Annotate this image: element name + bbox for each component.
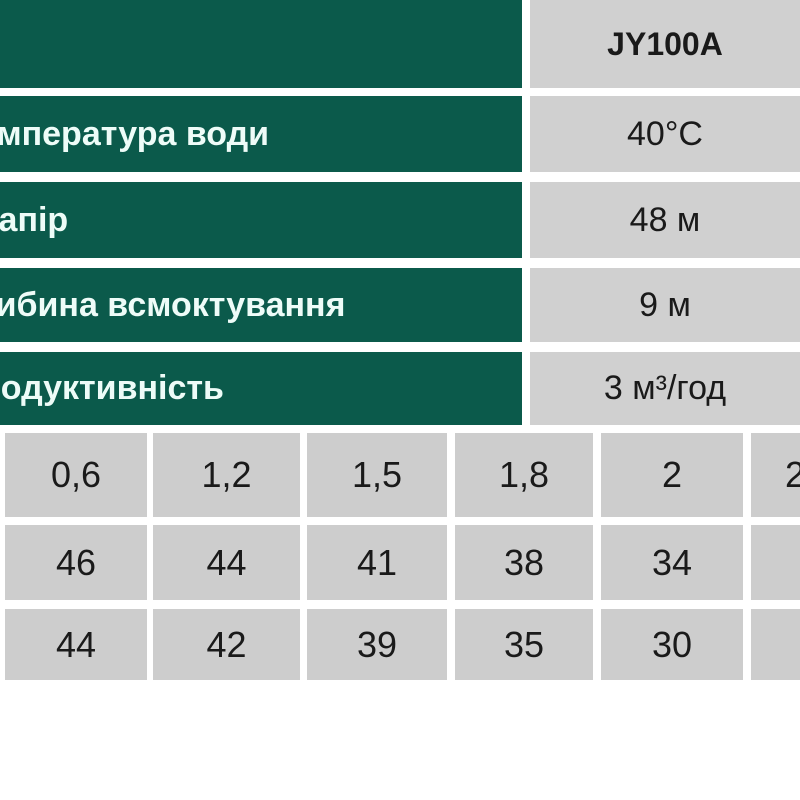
spec-header-label-cell [0,0,522,88]
spec-label: родуктивність [0,369,224,407]
model-name: JY100A [530,0,800,88]
spec-label: емпература води [0,114,270,153]
head-value-cell: 30 [601,609,743,680]
head-value-cell: 46 [5,525,147,600]
spec-value: 3 м³/год [530,352,800,425]
flow-rate-cell: 2 [601,433,743,517]
flow-rate-cell: 1,8 [455,433,593,517]
flow-rate-cell: 0,6 [5,433,147,517]
head-value-cell: 42 [153,609,300,680]
flow-rate-cell: 2 [751,433,800,517]
head-value-cell: 38 [455,525,593,600]
head-value-cell: 35 [455,609,593,680]
head-value-cell: 41 [307,525,447,600]
spec-label: либина всмоктування [0,285,346,324]
flow-rate-cell: 1,5 [307,433,447,517]
head-value-cell: 39 [307,609,447,680]
spec-value: 9 м [530,268,800,342]
spec-label-cell: родуктивність [0,352,522,425]
spec-label: напір [0,200,69,239]
spec-label-cell: емпература води [0,96,522,172]
spec-value: 48 м [530,182,800,258]
flow-rate-cell: 1,2 [153,433,300,517]
spec-label-cell: либина всмоктування [0,268,522,342]
head-value-cell: 34 [601,525,743,600]
head-value-cell: 44 [5,609,147,680]
head-value-cell [751,609,800,680]
spec-label-cell: напір [0,182,522,258]
spec-value: 40°C [530,96,800,172]
head-value-cell [751,525,800,600]
head-value-cell: 44 [153,525,300,600]
